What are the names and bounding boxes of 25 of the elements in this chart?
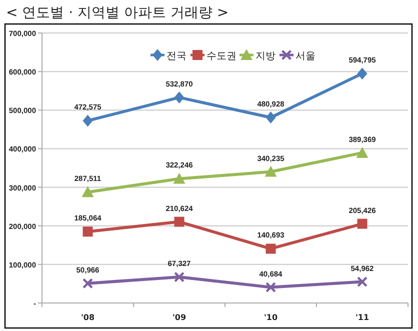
point <box>174 216 184 227</box>
x-tick-label: '10 <box>264 313 278 322</box>
point <box>266 112 276 124</box>
point <box>173 172 186 184</box>
point <box>82 186 94 198</box>
point <box>357 218 368 229</box>
point <box>357 68 368 80</box>
point <box>357 276 368 287</box>
point <box>264 166 277 177</box>
chart-title: < 연도별 · 지역별 아파트 거래량 > <box>6 5 229 21</box>
point <box>266 282 276 292</box>
point <box>82 226 93 237</box>
point <box>174 272 184 282</box>
point <box>174 91 184 104</box>
legend-label: 서울 <box>296 51 316 62</box>
legend-label: 수도권 <box>206 51 236 62</box>
point <box>82 114 93 127</box>
point <box>82 278 93 288</box>
point <box>266 244 276 254</box>
x-tick-label: '08 <box>80 313 95 322</box>
x-tick-label: '11 <box>355 313 370 322</box>
point <box>356 146 368 158</box>
x-tick-label: '09 <box>172 313 186 322</box>
legend-label: 지방 <box>256 51 276 62</box>
legend-label: 전국 <box>166 51 186 62</box>
